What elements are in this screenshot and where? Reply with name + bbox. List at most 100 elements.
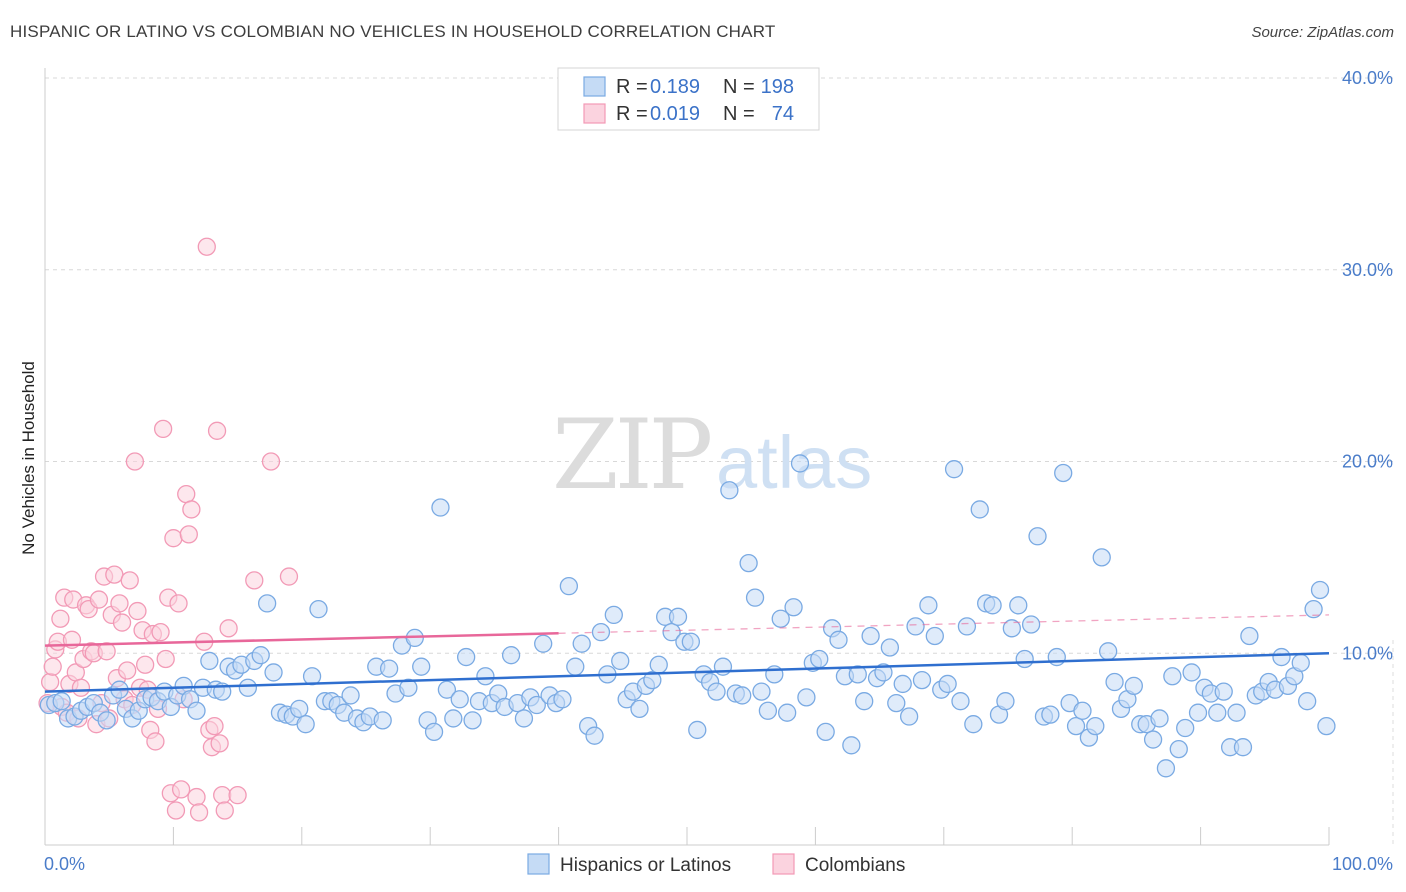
point-hispanic (238, 678, 258, 697)
point-hispanic (1124, 676, 1143, 695)
point-hispanic (187, 701, 206, 720)
point-hispanic (919, 596, 938, 615)
point-colombian (179, 525, 198, 544)
point-hispanic (829, 630, 848, 649)
gridlines (45, 77, 1395, 654)
point-hispanic (379, 659, 399, 678)
point-hispanic (1047, 647, 1066, 667)
y-tick-label: 10.0% (1342, 643, 1393, 663)
point-colombian (189, 803, 209, 822)
point-hispanic (630, 699, 649, 719)
point-hispanic (585, 726, 604, 745)
point-hispanic (925, 626, 944, 646)
bottom-legend-swatch-hispanic (527, 853, 550, 875)
point-hispanic (431, 498, 450, 517)
point-hispanic (399, 678, 418, 697)
point-colombian (166, 801, 186, 820)
point-hispanic (1150, 709, 1169, 728)
y-tick-label: 20.0% (1342, 452, 1393, 472)
point-hispanic (1092, 548, 1111, 567)
chart-title: HISPANIC OR LATINO VS COLOMBIAN NO VEHIC… (10, 22, 776, 41)
point-colombian (210, 734, 229, 753)
point-hispanic (983, 596, 1002, 615)
point-hispanic (662, 623, 681, 642)
point-hispanic (501, 646, 521, 665)
point-hispanic (874, 663, 893, 682)
point-hispanic (899, 707, 919, 726)
point-colombian (120, 571, 139, 590)
point-hispanic (1002, 619, 1022, 638)
point-hispanic (745, 588, 765, 607)
point-hispanic (944, 460, 964, 479)
point-hispanic (1009, 596, 1028, 615)
point-hispanic (951, 692, 970, 711)
point-hispanic (534, 634, 553, 653)
y-tick-label: 30.0% (1342, 260, 1393, 280)
legend-n-label-colombian: N = (723, 103, 755, 125)
point-colombian (177, 484, 196, 504)
point-hispanic (1291, 653, 1310, 672)
point-colombian (51, 609, 70, 628)
point-hispanic (97, 711, 116, 730)
point-hispanic (450, 690, 469, 709)
source-label: Source: ZipAtlas.com (1251, 24, 1394, 41)
y-axis-label: No Vehicles in Household (19, 361, 38, 555)
point-colombian (171, 780, 191, 799)
point-hispanic (52, 692, 71, 711)
point-hispanic (514, 709, 534, 728)
point-colombian (182, 500, 201, 519)
point-colombian (105, 565, 124, 584)
point-colombian (110, 594, 129, 613)
point-hispanic (1066, 716, 1086, 736)
point-colombian (215, 801, 234, 820)
point-hispanic (784, 598, 803, 617)
point-hispanic (733, 686, 752, 705)
point-hispanic (476, 667, 495, 686)
point-colombian (205, 716, 224, 736)
point-hispanic (771, 609, 790, 628)
point-hispanic (457, 647, 476, 667)
point-colombian (153, 419, 173, 439)
point-hispanic (1073, 701, 1092, 720)
point-hispanic (1240, 626, 1259, 646)
bottom-legend-label-hispanic: Hispanics or Latinos (560, 855, 731, 876)
point-colombian (43, 657, 62, 676)
point-hispanic (200, 651, 219, 671)
point-colombian (261, 452, 281, 471)
point-colombian (151, 623, 170, 642)
point-hispanic (424, 722, 444, 742)
point-hispanic (893, 674, 912, 694)
trend-lines (44, 614, 1330, 693)
point-hispanic (964, 715, 983, 734)
point-hispanic (790, 454, 810, 473)
point-colombian (279, 567, 299, 586)
point-hispanic (1169, 739, 1188, 759)
point-colombian (136, 655, 155, 674)
point-hispanic (553, 690, 572, 709)
point-hispanic (309, 599, 328, 619)
point-hispanic (996, 692, 1015, 711)
point-hispanic (906, 617, 925, 636)
point-hispanic (1310, 580, 1330, 600)
point-colombian (228, 785, 247, 805)
point-hispanic (855, 692, 874, 711)
point-hispanic (463, 711, 482, 730)
x-tick-label: 0.0% (44, 854, 85, 874)
point-hispanic (842, 736, 861, 755)
point-hispanic (668, 607, 688, 626)
point-hispanic (649, 655, 668, 674)
point-colombian (118, 661, 137, 680)
point-hispanic (707, 682, 726, 701)
point-hispanic (810, 649, 829, 669)
trend-line-colombian (44, 632, 559, 647)
point-hispanic (848, 665, 867, 684)
point-hispanic (1188, 703, 1208, 722)
legend-r-value-hispanic: 0.189 (650, 76, 700, 98)
point-hispanic (444, 709, 463, 728)
point-hispanic (1086, 716, 1105, 736)
trend-line-hispanic (44, 652, 1330, 693)
point-hispanic (1021, 615, 1041, 634)
point-colombian (187, 787, 206, 807)
point-hispanic (341, 686, 360, 705)
point-hispanic (861, 626, 880, 646)
